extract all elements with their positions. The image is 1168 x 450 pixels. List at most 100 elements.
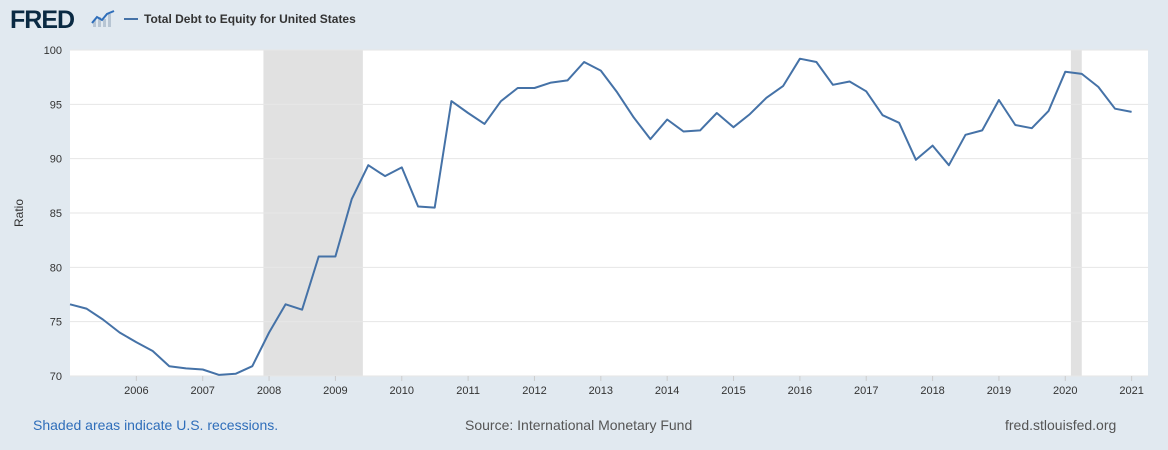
y-tick-label: 70: [50, 371, 62, 383]
chart-legend[interactable]: Total Debt to Equity for United States: [124, 12, 356, 26]
data-point: [781, 84, 785, 88]
data-point: [814, 60, 818, 64]
data-point: [682, 130, 686, 134]
x-tick-label: 2007: [190, 385, 214, 397]
x-tick-label: 2016: [788, 385, 812, 397]
x-tick-label: 2012: [522, 385, 546, 397]
data-point: [980, 128, 984, 132]
data-point: [698, 128, 702, 132]
x-tick-label: 2015: [721, 385, 745, 397]
line-chart: 70 75 80 85 90 95 100 2006 2007 2008 2009 2010 2011…: [12, 45, 1148, 397]
source-note: Source: International Monetary Fund: [465, 417, 693, 433]
data-point: [516, 86, 520, 90]
data-point: [582, 60, 586, 64]
y-tick-label: 75: [50, 317, 62, 329]
data-point: [947, 163, 951, 167]
x-tick-label: 2006: [124, 385, 148, 397]
data-point: [599, 69, 603, 73]
data-point: [250, 364, 254, 368]
data-point: [184, 366, 188, 370]
data-point: [963, 133, 967, 137]
data-point: [881, 113, 885, 117]
series-line[interactable]: [69, 57, 1132, 376]
data-point: [565, 78, 569, 82]
x-tick-label: 2014: [655, 385, 679, 397]
legend-series-label: Total Debt to Equity for United States: [144, 12, 356, 26]
data-point: [615, 90, 619, 94]
y-tick-label: 85: [50, 208, 62, 220]
x-tick-label: 2008: [257, 385, 281, 397]
chart-header: FRED Total Debt to Equity for United Sta…: [0, 0, 1168, 40]
data-point: [217, 373, 221, 377]
fred-logo[interactable]: FRED: [10, 6, 75, 34]
x-tick-label: 2020: [1053, 385, 1077, 397]
data-point: [748, 112, 752, 116]
data-point: [764, 96, 768, 100]
y-tick-label: 90: [50, 154, 62, 166]
data-point: [383, 174, 387, 178]
data-point: [400, 165, 404, 169]
data-point: [1030, 126, 1034, 130]
data-point: [1130, 110, 1134, 114]
data-point: [267, 331, 271, 335]
y-tick-label: 95: [50, 99, 62, 111]
data-point: [416, 204, 420, 208]
x-tick-label: 2010: [390, 385, 414, 397]
data-point: [732, 125, 736, 129]
data-point: [831, 83, 835, 87]
data-point: [1080, 72, 1084, 76]
data-point: [997, 98, 1001, 102]
data-point: [201, 367, 205, 371]
x-tick-label: 2019: [987, 385, 1011, 397]
x-tick-label: 2017: [854, 385, 878, 397]
data-point: [167, 364, 171, 368]
site-link[interactable]: fred.stlouisfed.org: [1005, 417, 1117, 433]
y-axis: 70 75 80 85 90 95 100: [44, 45, 62, 383]
x-tick-label: 2009: [323, 385, 347, 397]
data-point: [234, 372, 238, 376]
data-point: [632, 115, 636, 119]
data-point: [798, 57, 802, 61]
legend-swatch: [124, 18, 138, 20]
data-point: [914, 158, 918, 162]
data-point: [151, 349, 155, 353]
data-point: [897, 121, 901, 125]
data-point: [931, 144, 935, 148]
data-point: [1063, 70, 1067, 74]
data-point: [499, 99, 503, 103]
y-tick-label: 80: [50, 262, 62, 274]
gridlines: [70, 49, 1148, 377]
data-point: [466, 111, 470, 115]
data-point: [84, 307, 88, 311]
data-point: [648, 137, 652, 141]
data-point: [864, 89, 868, 93]
data-point: [134, 340, 138, 344]
x-tick-label: 2021: [1119, 385, 1143, 397]
data-point: [68, 302, 72, 306]
x-tick-label: 2013: [589, 385, 613, 397]
data-point: [284, 302, 288, 306]
data-point: [532, 86, 536, 90]
data-point: [317, 254, 321, 258]
data-point: [715, 111, 719, 115]
x-tick-label: 2018: [920, 385, 944, 397]
y-tick-label: 100: [44, 45, 62, 57]
recession-note[interactable]: Shaded areas indicate U.S. recessions.: [33, 417, 279, 433]
data-point: [848, 80, 852, 84]
x-tick-label: 2011: [456, 385, 480, 397]
data-point: [300, 308, 304, 312]
data-point: [482, 122, 486, 126]
data-point: [1047, 109, 1051, 113]
fred-graph-icon: [91, 10, 115, 28]
data-point: [433, 206, 437, 210]
data-point: [449, 99, 453, 103]
data-point: [1013, 123, 1017, 127]
data-point: [101, 317, 105, 321]
data-point: [1113, 107, 1117, 111]
x-axis: 2006 2007 2008 2009 2010 2011 2012 2013 2014 2015…: [124, 376, 1144, 397]
data-point: [366, 163, 370, 167]
y-axis-title: Ratio: [12, 199, 26, 227]
data-point: [665, 118, 669, 122]
data-point: [118, 331, 122, 335]
data-point: [1096, 85, 1100, 89]
